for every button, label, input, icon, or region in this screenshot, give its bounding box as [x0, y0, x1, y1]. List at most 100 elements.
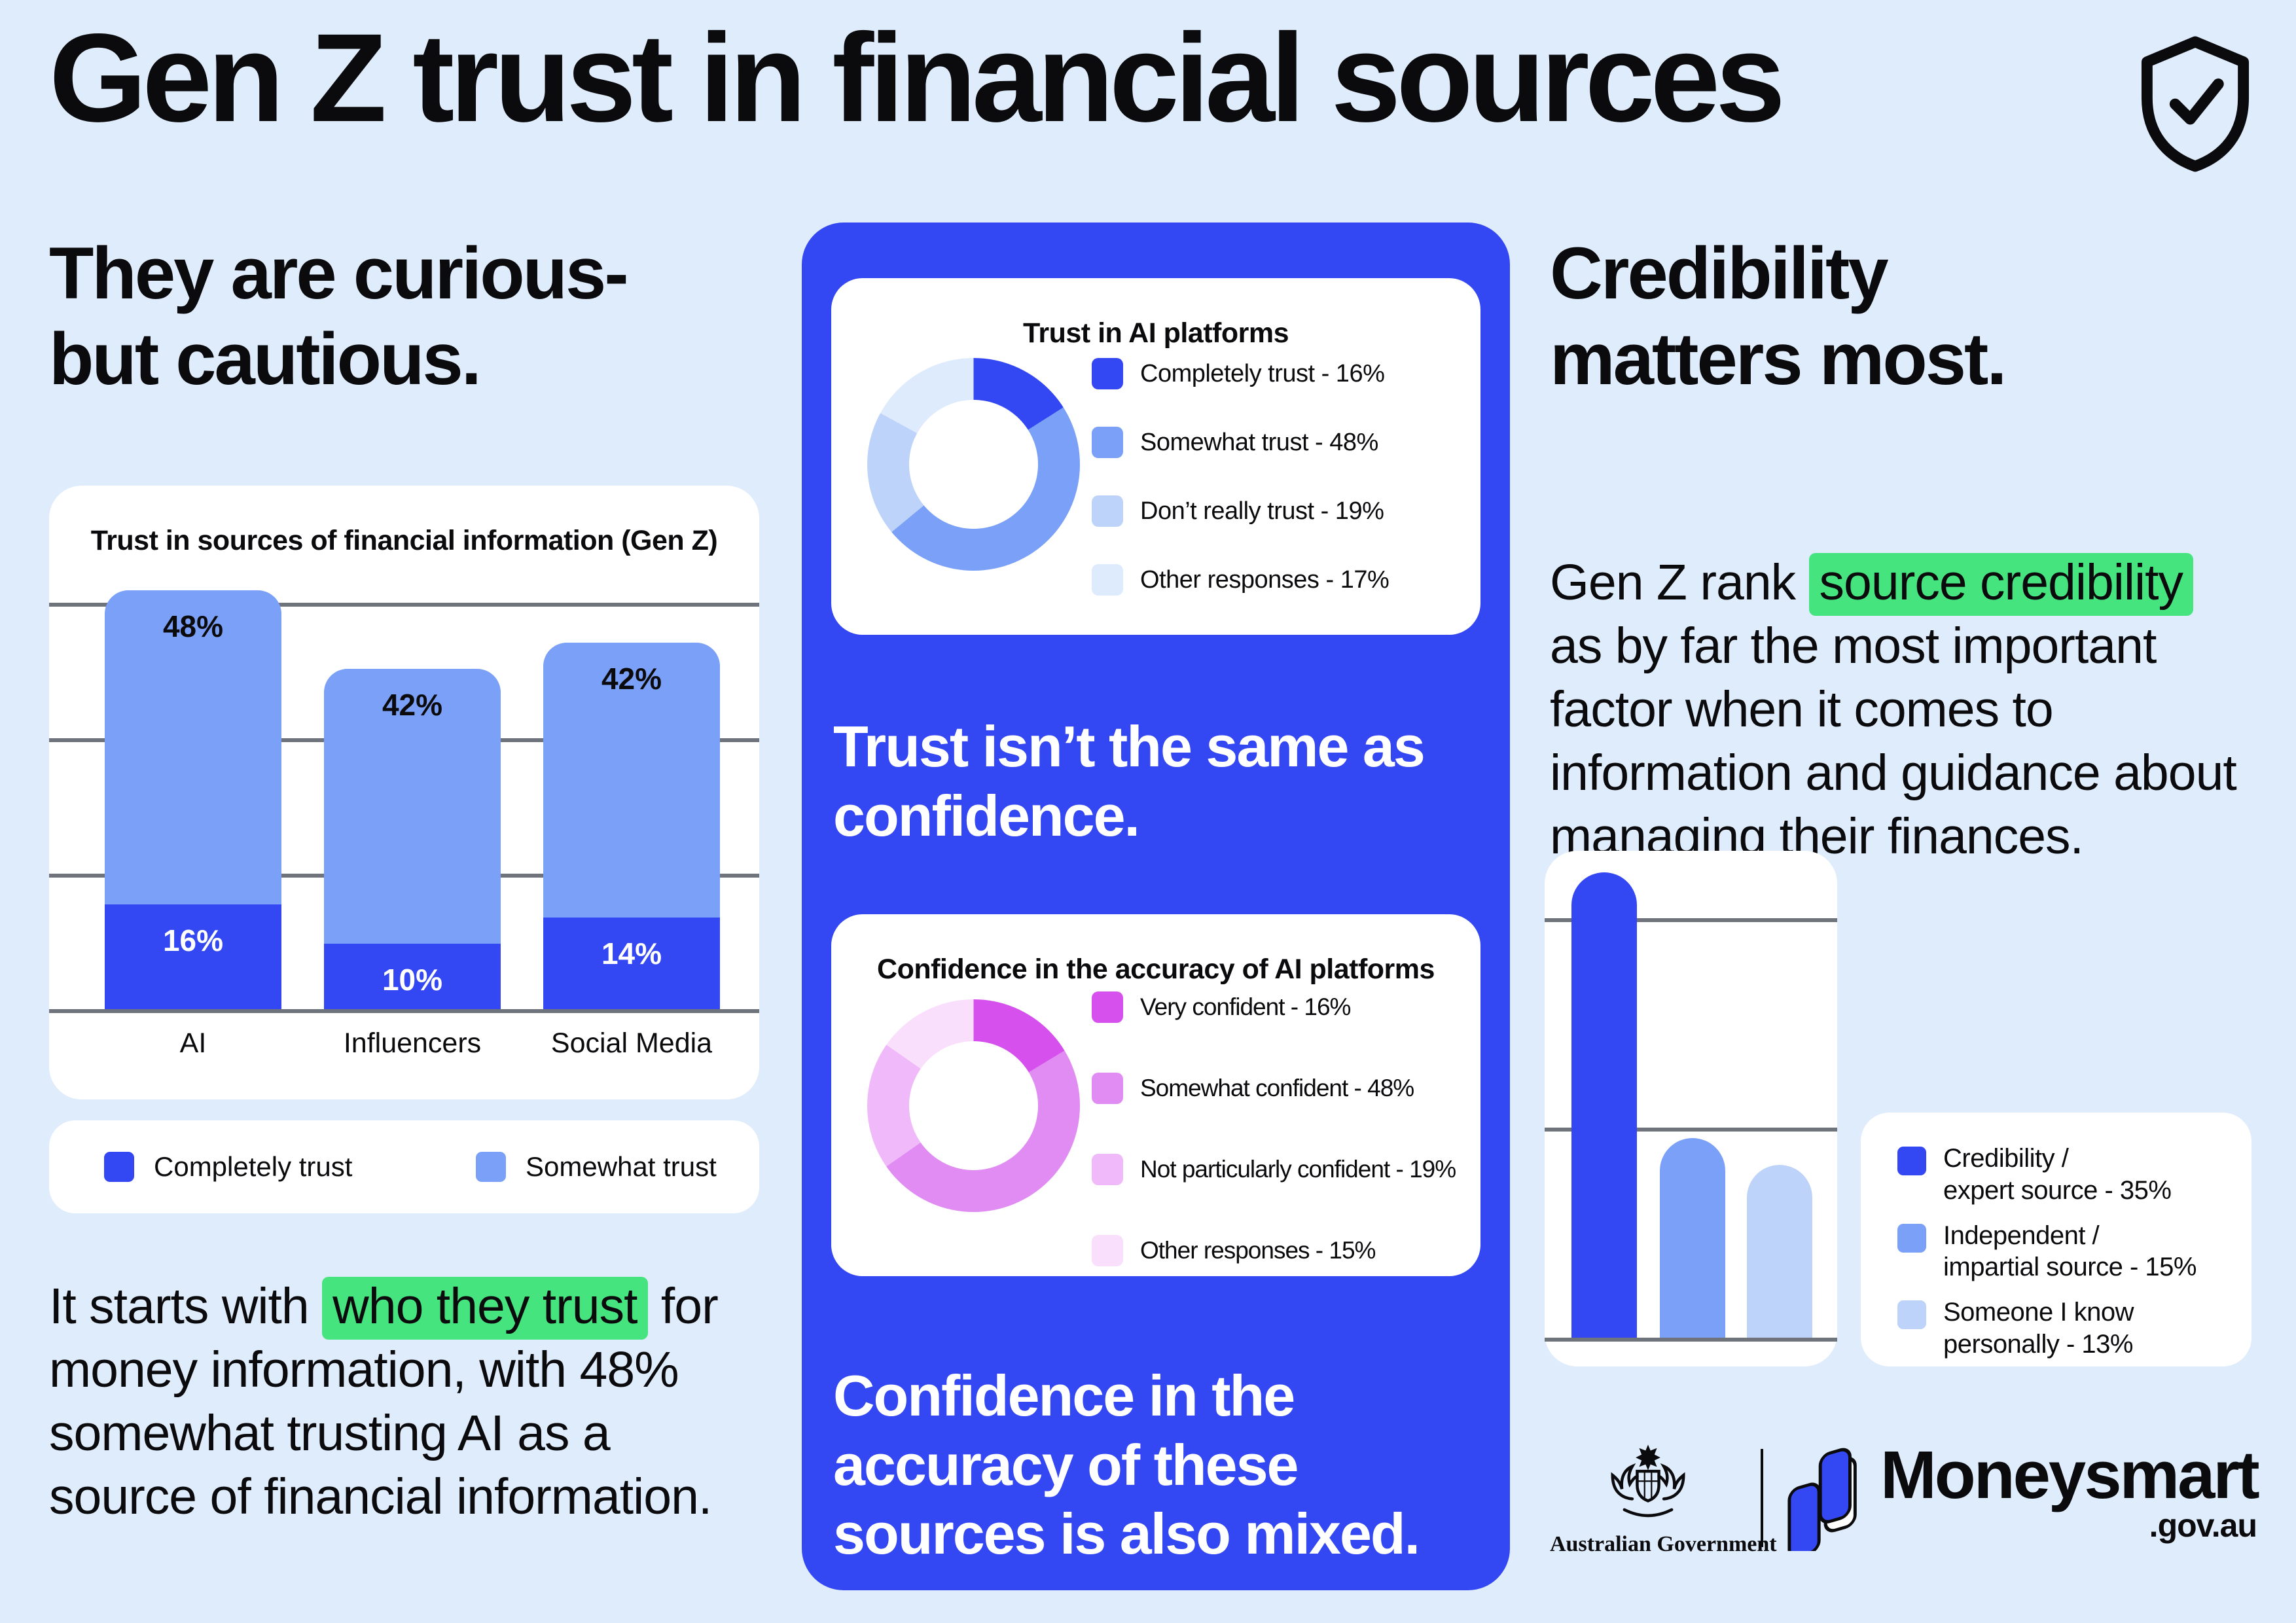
bar-segment-completely-trust: 14%: [543, 918, 720, 1009]
donut-chart-title: Confidence in the accuracy of AI platfor…: [877, 954, 1435, 985]
legend-swatch: [1092, 427, 1123, 458]
legend-swatch: [1092, 991, 1123, 1023]
gridline: [1545, 1128, 1837, 1132]
legend-item: Not particularly confident - 19%: [1092, 1154, 1456, 1185]
x-axis-label: Influencers: [343, 1027, 482, 1059]
confidence-ai-accuracy-card: Confidence in the accuracy of AI platfor…: [831, 914, 1480, 1276]
shield-check-icon: [2141, 36, 2250, 172]
legend-item: Someone I know personally - 13%: [1897, 1296, 2225, 1361]
highlighted-text: who they trust: [322, 1277, 648, 1340]
x-axis-label: AI: [179, 1027, 207, 1059]
australian-government-label: Australian Government: [1550, 1532, 1777, 1556]
x-axis-label: Social Media: [550, 1027, 713, 1059]
legend-label: Someone I know personally - 13%: [1943, 1298, 2134, 1359]
bar-segment-somewhat-trust: 42%: [324, 669, 501, 944]
legend-label: Not particularly confident - 19%: [1140, 1156, 1456, 1183]
legend-label: Don’t really trust - 19%: [1140, 497, 1384, 525]
gridline: [1545, 1338, 1837, 1342]
legend-item: Somewhat trust - 48%: [1092, 427, 1389, 458]
legend-label: Completely trust: [154, 1151, 353, 1182]
bar-value-label: 10%: [382, 963, 443, 997]
right-heading: Credibility matters most.: [1550, 232, 2007, 401]
credibility-chart-card: [1545, 851, 1837, 1366]
chart-legend-card: Completely trust Somewhat trust: [49, 1120, 759, 1213]
bar-value-label: 48%: [162, 609, 224, 643]
legend-item: Very confident - 16%: [1092, 991, 1456, 1023]
bar-value-label: 42%: [601, 662, 662, 696]
stacked-bar: 42% 14%: [543, 643, 720, 1009]
australian-government-logo: Australian Government: [1550, 1444, 1777, 1557]
bar-segment-completely-trust: 10%: [324, 944, 501, 1009]
legend-swatch: [1092, 358, 1123, 389]
confidence-ai-donut-chart: [867, 999, 1080, 1212]
footer: Australian Government Moneysmart .gov.au: [1550, 1437, 2260, 1571]
stacked-bar: 48% 16%: [105, 590, 281, 1009]
paragraph-text: for money information, with 48% somewhat…: [49, 1278, 719, 1525]
paragraph-text: It starts with: [49, 1278, 323, 1334]
legend-label: Other responses - 15%: [1140, 1237, 1376, 1264]
paragraph-text: Gen Z rank: [1550, 554, 1809, 611]
gridline: [49, 603, 759, 607]
legend-item: Independent / impartial source - 15%: [1897, 1220, 2225, 1284]
legend-label: Independent / impartial source - 15%: [1943, 1221, 2197, 1282]
legend-label: Somewhat confident - 48%: [1140, 1075, 1414, 1101]
gridline: [1545, 918, 1837, 922]
legend-label: Somewhat trust - 48%: [1140, 428, 1378, 456]
donut-legend: Very confident - 16% Somewhat confident -…: [1092, 991, 1456, 1266]
legend-item: Credibility / expert source - 35%: [1897, 1143, 2225, 1207]
panel-statement: Confidence in the accuracy of these sour…: [833, 1363, 1420, 1567]
australian-government-crest-icon: [1611, 1444, 1685, 1518]
left-paragraph: It starts with who they trust for money …: [49, 1275, 756, 1529]
highlighted-text: source credibility: [1808, 553, 2193, 616]
bar-segment-somewhat-trust: 42%: [543, 643, 720, 918]
donut-chart-title: Trust in AI platforms: [1023, 317, 1289, 349]
trust-sources-chart-card: Trust in sources of financial informatio…: [49, 486, 759, 1099]
moneysmart-icon: [1787, 1448, 1857, 1551]
moneysmart-name: Moneysmart: [1880, 1437, 2260, 1512]
stacked-bar: 42% 10%: [324, 669, 501, 1009]
right-paragraph: Gen Z rank source credibility as by far …: [1550, 551, 2237, 868]
legend-item: Don’t really trust - 19%: [1092, 495, 1389, 527]
legend-item: Somewhat confident - 48%: [1092, 1073, 1456, 1104]
gridline: [49, 1009, 759, 1013]
chart-title: Trust in sources of financial informatio…: [90, 525, 718, 556]
legend-swatch: [1897, 1147, 1926, 1175]
bar-segment-completely-trust: 16%: [105, 904, 281, 1009]
donut-legend: Completely trust - 16% Somewhat trust - 4…: [1092, 358, 1390, 596]
legend-item: Other responses - 15%: [1092, 1235, 1456, 1266]
legend-item: Other responses - 17%: [1092, 564, 1390, 596]
blue-panel: Trust in AI platforms Completely trust -…: [802, 223, 1510, 1590]
legend-item: Somewhat trust: [476, 1151, 717, 1183]
legend-label: Somewhat trust: [526, 1151, 717, 1182]
legend-swatch: [476, 1152, 506, 1182]
credibility-legend-card: Credibility / expert source - 35% Indepen…: [1861, 1113, 2251, 1366]
legend-label: Credibility / expert source - 35%: [1943, 1144, 2172, 1205]
bar-value-label: 14%: [601, 936, 662, 971]
trust-ai-platforms-card: Trust in AI platforms Completely trust -…: [831, 278, 1480, 635]
legend-item: Completely trust - 16%: [1092, 358, 1389, 389]
bar-value-label: 42%: [382, 688, 443, 722]
donut-hole: [909, 1041, 1038, 1170]
trust-ai-donut-chart: [867, 358, 1080, 571]
legend-label: Completely trust - 16%: [1140, 359, 1385, 387]
legend-item: Completely trust: [104, 1151, 352, 1183]
legend-swatch: [1092, 1154, 1123, 1185]
moneysmart-suffix: .gov.au: [2149, 1507, 2257, 1544]
bar: [1747, 1165, 1812, 1338]
bar: [1660, 1138, 1725, 1338]
bar-segment-somewhat-trust: 48%: [105, 590, 281, 904]
left-heading: They are curious- but cautious.: [49, 232, 629, 401]
donut-hole: [909, 400, 1038, 529]
legend-swatch: [1092, 495, 1123, 527]
legend-swatch: [1897, 1223, 1926, 1253]
bar-value-label: 16%: [162, 923, 224, 957]
panel-statement: Trust isn’t the same as confidence.: [833, 714, 1426, 848]
logo-divider: [1761, 1449, 1763, 1547]
legend-label: Other responses - 17%: [1140, 565, 1390, 594]
moneysmart-wordmark: Moneysmart .gov.au: [1880, 1437, 2260, 1544]
bar: [1571, 872, 1637, 1338]
legend-swatch: [1092, 564, 1123, 596]
legend-swatch: [1092, 1073, 1123, 1104]
page-title: Gen Z trust in financial sources: [49, 7, 1785, 148]
